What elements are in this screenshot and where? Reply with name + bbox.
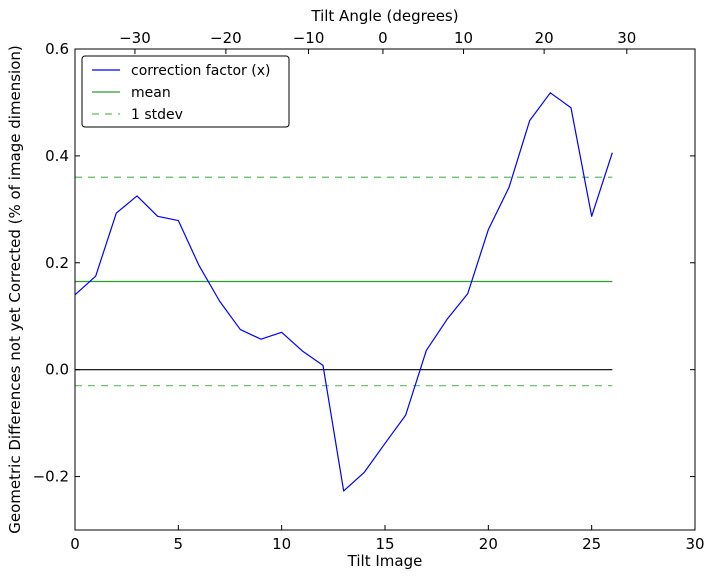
y-tick-label: 0.0 [45,361,69,379]
top-tick-label: −10 [293,29,325,47]
legend-box [81,55,290,128]
top-tick-label: 0 [378,29,388,47]
series-layer [74,92,613,492]
y-tick-label: 0.2 [45,254,69,272]
x-tick-label: 0 [70,535,80,553]
x-tick-label: 20 [479,535,498,553]
x-axis-label: Tilt Image [347,552,423,570]
top-tick-label: 20 [535,29,554,47]
top-tick-label: 30 [617,29,636,47]
y-tick-label: 0.6 [45,40,69,58]
legend: correction factor (x) mean 1 stdev [81,55,290,128]
y-axis-label: Geometric Differences not yet Corrected … [6,45,24,534]
ticks-layer: 0 5 10 15 20 25 30 −0.2 0.0 0.2 0.4 0.6 −30 −20 −10 0 10… [33,29,705,553]
series-line-0 [74,92,613,492]
x-tick-label: 5 [174,535,184,553]
top-tick-label: −30 [119,29,151,47]
y-tick-label: 0.4 [45,147,69,165]
top-axis-label: Tilt Angle (degrees) [310,7,458,25]
top-tick-label: 10 [454,29,473,47]
legend-label-mean: mean [131,85,171,101]
top-tick-label: −20 [210,29,242,47]
x-tick-label: 30 [685,535,704,553]
x-tick-label: 10 [272,535,291,553]
legend-label-stdev: 1 stdev [131,107,183,123]
legend-label-correction: correction factor (x) [131,63,270,79]
x-tick-label: 15 [375,535,394,553]
y-tick-label: −0.2 [33,468,69,486]
x-tick-label: 25 [582,535,601,553]
